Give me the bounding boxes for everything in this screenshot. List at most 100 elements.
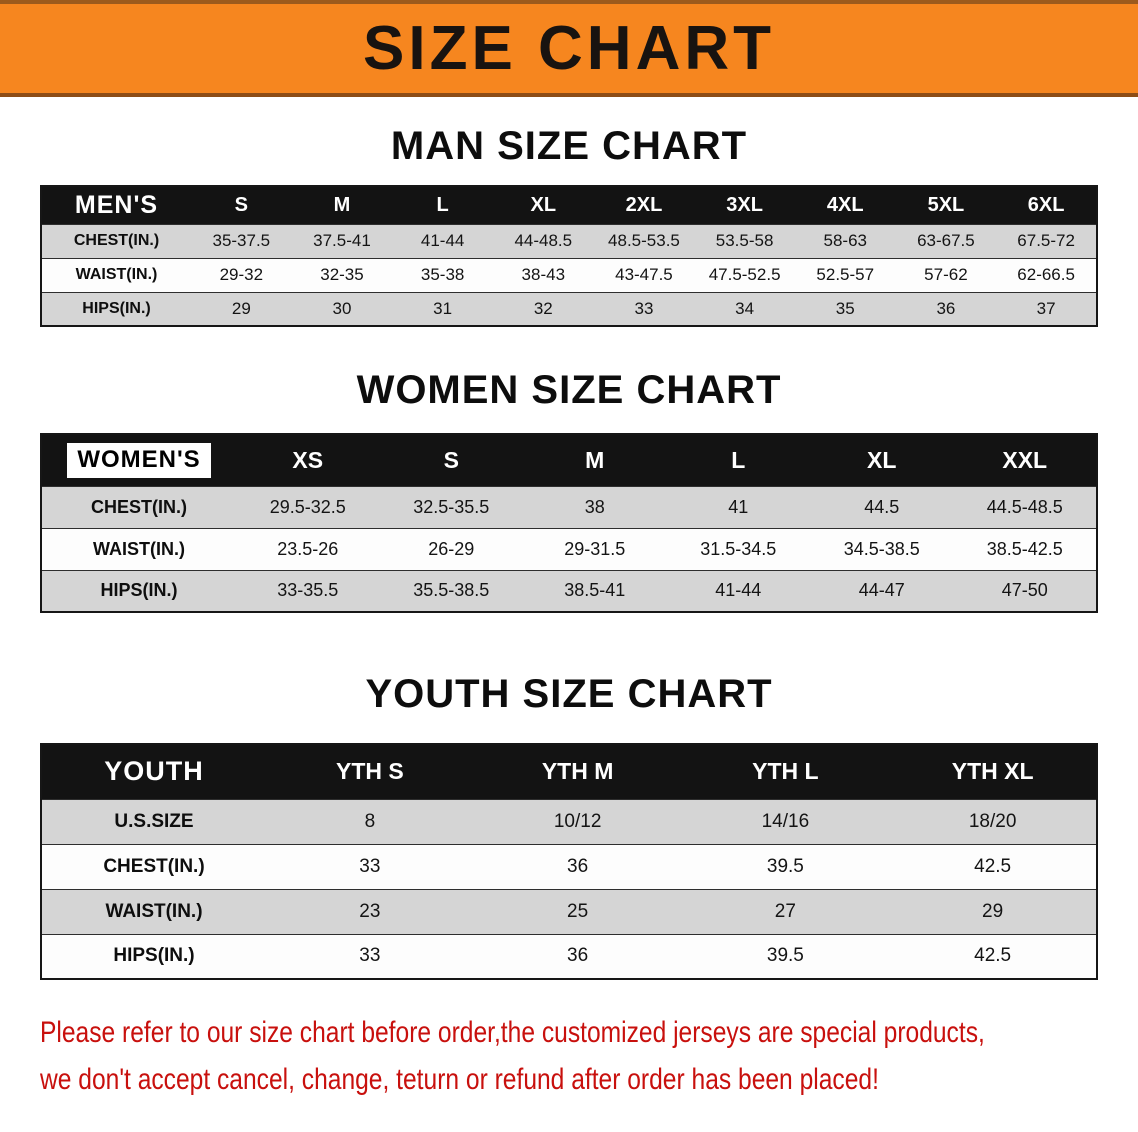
size-value-cell: 42.5 <box>974 855 1012 877</box>
youth-size-section: YOUTH SIZE CHART YOUTH YTH S YTH M YTH L YTH… <box>0 671 1138 980</box>
size-header-cell: YTH M <box>474 744 682 799</box>
size-value-cell: 36 <box>936 298 956 318</box>
row-label-cell: HIPS(IN.) <box>100 580 178 601</box>
size-value-cell: 25 <box>567 900 589 922</box>
header-cell-label: 6XL <box>1027 193 1065 216</box>
header-cell-label: XS <box>292 446 324 473</box>
size-value-cell: 34 <box>735 298 755 318</box>
size-value-cell: 33 <box>359 945 381 967</box>
row-label-cell: HIPS(IN.) <box>82 299 151 317</box>
size-value-cell: 8 <box>364 810 376 832</box>
size-value-cell: 38.5-41 <box>564 580 626 601</box>
men-size-section: MAN SIZE CHART MEN'S S M L XL 2XL 3XL 4XL 5XL 6XL… <box>0 123 1138 327</box>
header-cell-label: S <box>443 446 459 473</box>
banner: SIZE CHART <box>0 0 1138 97</box>
size-value-cell: 44-48.5 <box>514 231 573 250</box>
size-header-cell: XL <box>493 186 594 224</box>
measurement-row: CHEST(IN.) 33 36 39.5 42.5 <box>41 844 1097 889</box>
size-value-cell: 33-35.5 <box>277 580 339 601</box>
measurement-row: HIPS(IN.) 33 36 39.5 42.5 <box>41 934 1097 979</box>
size-header-cell: XS <box>236 434 380 486</box>
size-value-cell: 63-67.5 <box>917 231 975 250</box>
header-cell-label: 4XL <box>826 193 864 216</box>
size-header-cell: XXL <box>954 434 1098 486</box>
size-value-cell: 18/20 <box>968 810 1017 832</box>
women-section-heading: WOMEN SIZE CHART <box>356 368 782 412</box>
size-header-cell: YTH XL <box>889 744 1097 799</box>
size-value-cell: 44-47 <box>858 580 905 601</box>
measurement-row: HIPS(IN.) 29 30 31 32 33 34 35 36 37 <box>41 292 1097 326</box>
table-title-cell: YOUTH <box>41 744 266 799</box>
measurement-row: U.S.SIZE 8 10/12 14/16 18/20 <box>41 799 1097 844</box>
size-value-cell: 58-63 <box>823 231 867 250</box>
table-header-row: WOMEN'S XS S M L XL XXL <box>41 434 1097 486</box>
size-header-cell: 6XL <box>996 186 1097 224</box>
size-value-cell: 29 <box>231 298 251 318</box>
page-title: SIZE CHART <box>363 13 775 83</box>
size-value-cell: 29-32 <box>219 265 264 284</box>
size-value-cell: 31 <box>433 298 453 318</box>
size-value-cell: 35-37.5 <box>212 231 271 250</box>
size-value-cell: 35 <box>835 298 855 318</box>
header-cell-label: XL <box>867 446 897 473</box>
size-value-cell: 37 <box>1036 298 1056 318</box>
disclaimer-line-1: Please refer to our size chart before or… <box>40 1016 985 1049</box>
table-header-row: MEN'S S M L XL 2XL 3XL 4XL 5XL 6XL <box>41 186 1097 224</box>
header-cell-label: L <box>436 193 449 216</box>
disclaimer: Please refer to our size chart before or… <box>40 1010 1098 1103</box>
header-cell-label: XXL <box>1002 446 1048 473</box>
row-label-cell: WAIST(IN.) <box>93 538 185 559</box>
size-value-cell: 33 <box>634 298 654 318</box>
size-value-cell: 41-44 <box>420 231 465 250</box>
size-header-cell: M <box>292 186 393 224</box>
size-header-cell: YTH L <box>682 744 890 799</box>
size-value-cell: 48.5-53.5 <box>608 231 680 250</box>
header-cell-label: XL <box>530 193 557 216</box>
header-cell-label: YTH M <box>541 758 614 785</box>
size-value-cell: 47-50 <box>1001 580 1048 601</box>
size-value-cell: 41-44 <box>715 580 762 601</box>
youth-size-table: YOUTH YTH S YTH M YTH L YTH XL U.S.SIZE 8 10/12… <box>40 743 1098 980</box>
table-title-cell: MEN'S <box>41 186 191 224</box>
header-cell-label: S <box>234 193 248 216</box>
row-label-cell: WAIST(IN.) <box>105 900 203 922</box>
size-value-cell: 52.5-57 <box>816 265 875 284</box>
measurement-row: CHEST(IN.) 29.5-32.5 32.5-35.5 38 41 44.5 44.5… <box>41 486 1097 528</box>
size-chart-page: SIZE CHART MAN SIZE CHART MEN'S S M L XL 2XL 3… <box>0 0 1138 1103</box>
measurement-row: WAIST(IN.) 23.5-26 26-29 29-31.5 31.5-34.5 34… <box>41 528 1097 570</box>
size-value-cell: 30 <box>332 298 352 318</box>
men-size-table: MEN'S S M L XL 2XL 3XL 4XL 5XL 6XL CHEST(IN.) 35-37… <box>40 185 1098 327</box>
size-header-cell: S <box>380 434 524 486</box>
header-cell-label: 5XL <box>927 193 965 216</box>
size-value-cell: 47.5-52.5 <box>708 265 781 284</box>
women-size-section: WOMEN SIZE CHART WOMEN'S XS S M L XL XXL CHEST(… <box>0 367 1138 613</box>
disclaimer-line-2: we don't accept cancel, change, teturn o… <box>40 1062 879 1096</box>
header-cell-label: L <box>731 446 746 473</box>
row-label-cell: CHEST(IN.) <box>73 232 160 249</box>
header-cell-label: M <box>333 193 351 216</box>
header-cell-label: YTH XL <box>951 758 1034 785</box>
size-value-cell: 27 <box>774 900 796 922</box>
table-title-cell: WOMEN'S <box>41 434 236 486</box>
size-value-cell: 44.5 <box>864 496 900 517</box>
row-label-cell: CHEST(IN.) <box>103 855 205 877</box>
size-value-cell: 41 <box>728 496 749 517</box>
size-value-cell: 35-38 <box>420 265 465 284</box>
row-label-cell: CHEST(IN.) <box>91 496 187 517</box>
size-header-cell: L <box>392 186 493 224</box>
size-header-cell: 5XL <box>896 186 997 224</box>
size-value-cell: 67.5-72 <box>1017 231 1075 250</box>
header-cell-label: YTH L <box>752 758 819 785</box>
size-value-cell: 33 <box>359 855 381 877</box>
size-value-cell: 29-31.5 <box>564 538 626 559</box>
row-label-cell: U.S.SIZE <box>114 810 194 832</box>
size-value-cell: 32.5-35.5 <box>413 496 490 517</box>
size-header-cell: S <box>191 186 292 224</box>
table-header-row: YOUTH YTH S YTH M YTH L YTH XL <box>41 744 1097 799</box>
size-header-cell: 2XL <box>594 186 695 224</box>
size-value-cell: 32 <box>533 298 553 318</box>
size-value-cell: 39.5 <box>766 945 804 967</box>
size-value-cell: 38-43 <box>521 265 566 284</box>
header-cell-label: WOMEN'S <box>67 442 211 478</box>
measurement-row: CHEST(IN.) 35-37.5 37.5-41 41-44 44-48.5 48.5… <box>41 224 1097 258</box>
